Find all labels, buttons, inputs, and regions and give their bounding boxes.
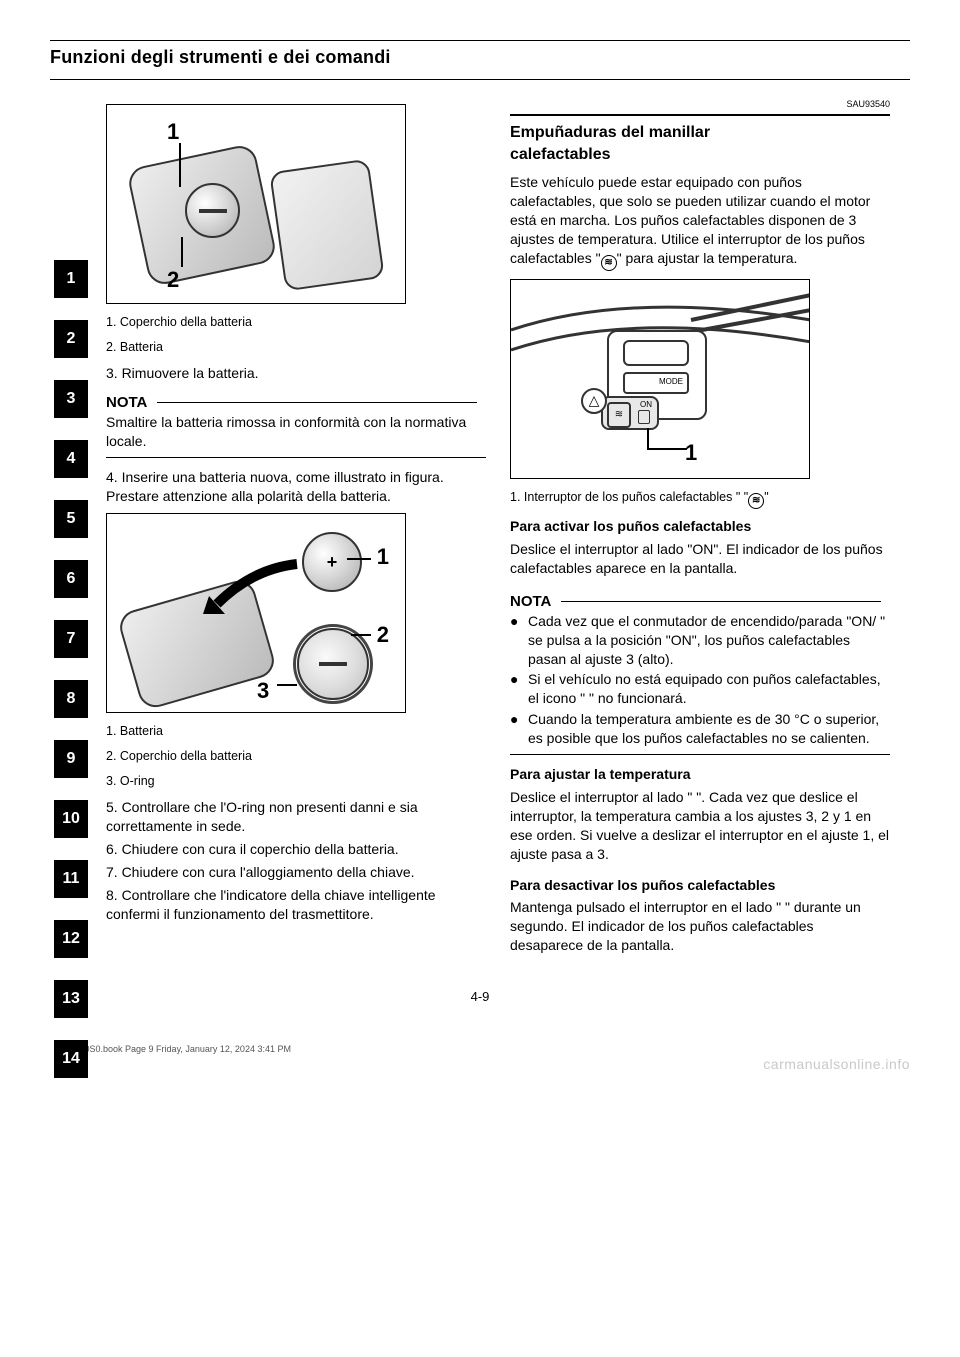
side-tab-13[interactable]: 13 <box>54 980 88 1018</box>
figure-handlebar-switch: MODE ≋ ON △ 1 <box>510 279 810 479</box>
bullet-icon: ● <box>510 612 520 669</box>
print-footer: UBFDS0S0.book Page 9 Friday, January 12,… <box>50 1044 910 1054</box>
activate-heading: Para activar los puños calefactables <box>510 518 751 534</box>
fig3-legend-1: 1. Interruptor de los puños calefactable… <box>510 489 890 509</box>
fig1-callout-2: 2 <box>167 265 179 295</box>
grip-switch-glyph: ≋ <box>615 408 623 422</box>
side-tab-14[interactable]: 14 <box>54 1040 88 1078</box>
fig2-legend-1: 1. Batteria <box>106 723 486 740</box>
fig2-callout-2: 2 <box>377 620 389 650</box>
step-5: 5. Controllare che l'O-ring non presenti… <box>106 798 486 836</box>
side-tab-5[interactable]: 5 <box>54 500 88 538</box>
step-3: 3. Rimuovere la batteria. <box>106 364 486 383</box>
deactivate-heading: Para desactivar los puños calefactables <box>510 877 775 893</box>
nota-item-2: ● Si el vehículo no está equipado con pu… <box>510 670 890 708</box>
side-tab-6[interactable]: 6 <box>54 560 88 598</box>
section-rule <box>510 114 890 116</box>
fig2-callout-3: 3 <box>257 676 269 706</box>
adjust-heading: Para ajustar la temperatura <box>510 766 691 782</box>
section-id: SAU93540 <box>510 98 890 110</box>
section-title-line1: Empuñaduras del manillar <box>510 122 890 144</box>
nota-item-3: ● Cuando la temperatura ambiente es de 3… <box>510 710 890 748</box>
nota-block-2: NOTA <box>510 586 890 612</box>
fig1-legend-1: 1. Coperchio della batteria <box>106 314 486 331</box>
insert-arrow-icon <box>197 554 307 624</box>
adjust-text: Deslice el interruptor al lado " ". Cada… <box>510 788 890 864</box>
step-4: 4. Inserire una batteria nuova, come ill… <box>106 468 486 506</box>
nota-end-rule-2 <box>510 754 890 755</box>
page-title: Funzioni degli strumenti e dei comandi <box>50 47 391 67</box>
activate-text: Deslice el interruptor al lado "ON". El … <box>510 540 890 578</box>
intro-suffix: para ajustar la temperatura. <box>625 250 797 266</box>
nota-item-3-text: Cuando la temperatura ambiente es de 30 … <box>528 710 890 748</box>
bullet-icon: ● <box>510 670 520 708</box>
left-column: 1 2 1. Coperchio della batteria 2. Batte… <box>106 98 486 959</box>
nota-item-1: ● Cada vez que el conmutador de encendid… <box>510 612 890 669</box>
side-tab-9[interactable]: 9 <box>54 740 88 778</box>
side-tab-4[interactable]: 4 <box>54 440 88 478</box>
deactivate-text: Mantenga pulsado el interruptor en el la… <box>510 898 890 955</box>
nota-end-rule-1 <box>106 457 486 458</box>
hazard-icon: △ <box>589 391 600 410</box>
fig1-callout-1: 1 <box>167 117 179 147</box>
nota-heading-1: NOTA <box>106 393 147 413</box>
fig2-legend-3: 3. O-ring <box>106 773 486 790</box>
nota-block-1: NOTA <box>106 387 486 413</box>
content-columns: 1 2 1. Coperchio della batteria 2. Batte… <box>106 98 910 959</box>
nota-item-2-text: Si el vehículo no está equipado con puño… <box>528 670 890 708</box>
figure-keyfob-open: 1 2 <box>106 104 406 304</box>
side-tab-10[interactable]: 10 <box>54 800 88 838</box>
grip-heater-icon: ≋ <box>601 255 617 271</box>
nota-text-1: Smaltire la batteria rimossa in conformi… <box>106 413 486 451</box>
section-title-line2: calefactables <box>510 144 890 166</box>
side-tab-1[interactable]: 1 <box>54 260 88 298</box>
side-tab-7[interactable]: 7 <box>54 620 88 658</box>
mode-label: MODE <box>659 377 683 388</box>
fig2-legend-2: 2. Coperchio della batteria <box>106 748 486 765</box>
page-number: 4-9 <box>50 989 910 1004</box>
step-8: 8. Controllare che l'indicatore della ch… <box>106 886 486 924</box>
watermark: carmanualsonline.info <box>763 1056 910 1072</box>
side-tab-2[interactable]: 2 <box>54 320 88 358</box>
step-7: 7. Chiudere con cura l'alloggiamento del… <box>106 863 486 882</box>
figure-battery-insert: + 1 2 3 <box>106 513 406 713</box>
nota-item-1-text: Cada vez que el conmutador de encendido/… <box>528 612 890 669</box>
fig1-legend-2: 2. Batteria <box>106 339 486 356</box>
side-chapter-index: 1 2 3 4 5 6 7 8 9 10 11 12 13 14 <box>54 260 88 1078</box>
side-tab-8[interactable]: 8 <box>54 680 88 718</box>
nota-heading-2: NOTA <box>510 592 551 612</box>
side-tab-12[interactable]: 12 <box>54 920 88 958</box>
bullet-icon: ● <box>510 710 520 748</box>
fig2-callout-1: 1 <box>377 542 389 572</box>
side-tab-11[interactable]: 11 <box>54 860 88 898</box>
intro-paragraph: Este vehículo puede estar equipado con p… <box>510 173 890 271</box>
footer-left: UBFDS0S0.book Page 9 Friday, January 12,… <box>54 1044 291 1054</box>
right-column: SAU93540 Empuñaduras del manillar calefa… <box>510 98 890 959</box>
page: Funzioni degli strumenti e dei comandi 1… <box>0 0 960 1084</box>
fig3-callout-1: 1 <box>685 438 697 468</box>
side-tab-3[interactable]: 3 <box>54 380 88 418</box>
grip-heater-icon: ≋ <box>748 493 764 509</box>
header-bar: Funzioni degli strumenti e dei comandi <box>50 40 910 80</box>
step-6: 6. Chiudere con cura il coperchio della … <box>106 840 486 859</box>
